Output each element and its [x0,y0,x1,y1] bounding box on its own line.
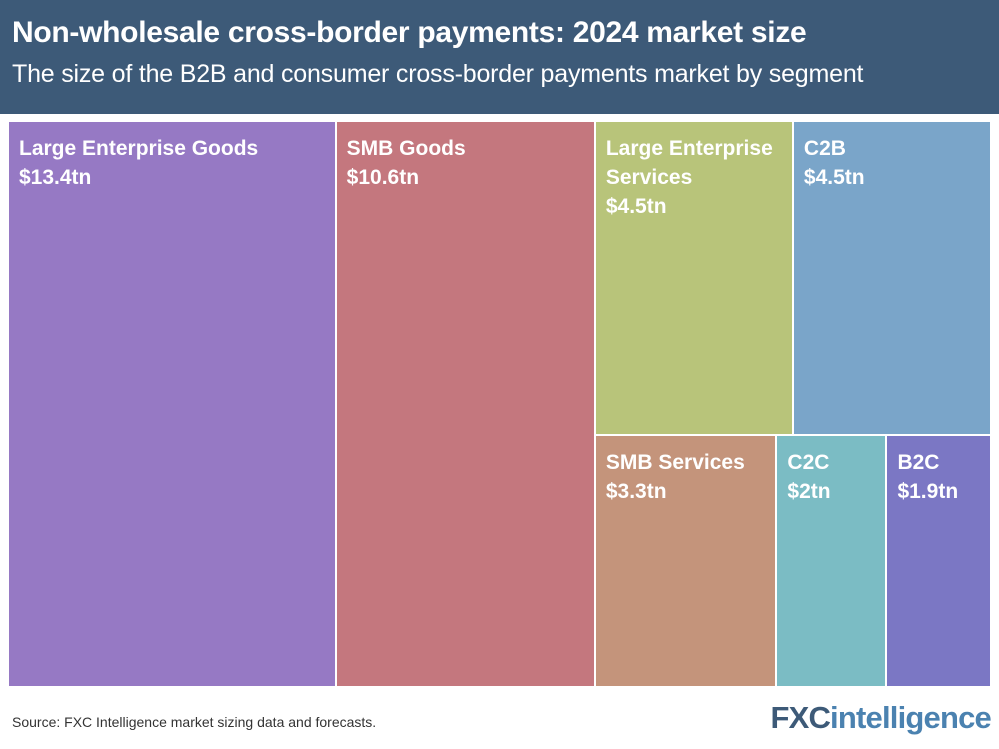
tile-label: SMB Services [605,451,745,475]
tile-smb-services: SMB Services $3.3tn [595,436,776,686]
tile-label: Large Enterprise Goods [19,137,259,160]
tile-value: $4.5tn [605,195,667,218]
fxc-intelligence-logo: FXCintelligence [770,700,991,736]
chart-header: Non-wholesale cross-border payments: 202… [0,0,999,114]
tile-value: $1.9tn [897,480,959,504]
chart-subtitle: The size of the B2B and consumer cross-b… [12,60,864,88]
treemap-chart: Large Enterprise Goods $13.4tn SMB Goods $1… [8,121,991,687]
tile-label: C2B [803,137,846,160]
tile-smb-goods: SMB Goods $10.6tn [336,122,594,686]
tile-value: $3.3tn [605,480,667,504]
logo-text-intelligence: intelligence [830,700,992,735]
tile-value: $13.4tn [19,166,92,189]
logo-text-fxc: FXC [770,700,831,735]
tile-label: B2C [897,451,940,475]
tile-c2b: C2B $4.5tn [793,122,990,435]
tile-large-enterprise-goods: Large Enterprise Goods $13.4tn [9,122,335,686]
tile-label: SMB Goods [346,137,466,160]
tile-b2c: B2C $1.9tn [887,436,990,686]
tile-large-enterprise-services: Large Enterprise Services $4.5tn [595,122,792,435]
chart-title: Non-wholesale cross-border payments: 202… [12,16,807,49]
tile-label: Large Enterprise Services [605,137,773,189]
tile-c2c: C2C $2tn [777,436,886,686]
tile-label: C2C [787,451,830,475]
tile-value: $10.6tn [346,166,420,189]
tile-value: $2tn [787,480,831,504]
source-note: Source: FXC Intelligence market sizing d… [12,714,377,730]
tile-value: $4.5tn [803,166,865,189]
